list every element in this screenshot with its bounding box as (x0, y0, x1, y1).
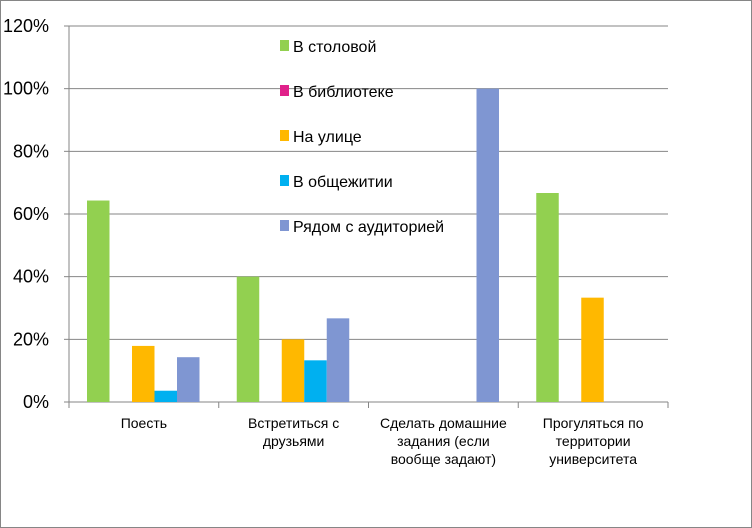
y-tick-label: 20% (13, 329, 49, 349)
category-label: Прогуляться по территории университета (543, 415, 644, 467)
legend-label: В библиотеке (293, 84, 394, 101)
bar (476, 88, 499, 403)
bar (281, 339, 305, 402)
category-label: Поесть (121, 415, 167, 431)
bar (154, 390, 177, 402)
bar (87, 200, 110, 402)
legend-label: Рядом с аудиторией (293, 219, 444, 236)
bar (326, 318, 350, 402)
y-tick-label: 120% (3, 16, 49, 36)
category-label: Встретиться с друзьями (248, 415, 339, 449)
legend-swatch (280, 220, 289, 231)
y-tick-label: 0% (23, 392, 49, 412)
bar (536, 193, 559, 402)
y-tick-label: 40% (13, 267, 49, 287)
legend-label: В общежитии (293, 174, 393, 191)
y-tick-label: 60% (13, 204, 49, 224)
y-tick-label: 100% (3, 79, 49, 99)
y-tick-label: 80% (13, 141, 49, 161)
bar (304, 360, 327, 402)
legend-swatch (280, 85, 289, 96)
bar (132, 345, 155, 402)
legend-label: На улице (293, 129, 362, 146)
bar (177, 357, 200, 402)
bar (581, 297, 604, 402)
legend-swatch (280, 175, 289, 186)
legend-swatch (280, 130, 289, 141)
category-label: Сделать домашние задания (если вообще зада… (380, 415, 507, 467)
legend-label: В столовой (293, 39, 376, 56)
legend-swatch (280, 40, 289, 51)
bar (236, 276, 260, 402)
